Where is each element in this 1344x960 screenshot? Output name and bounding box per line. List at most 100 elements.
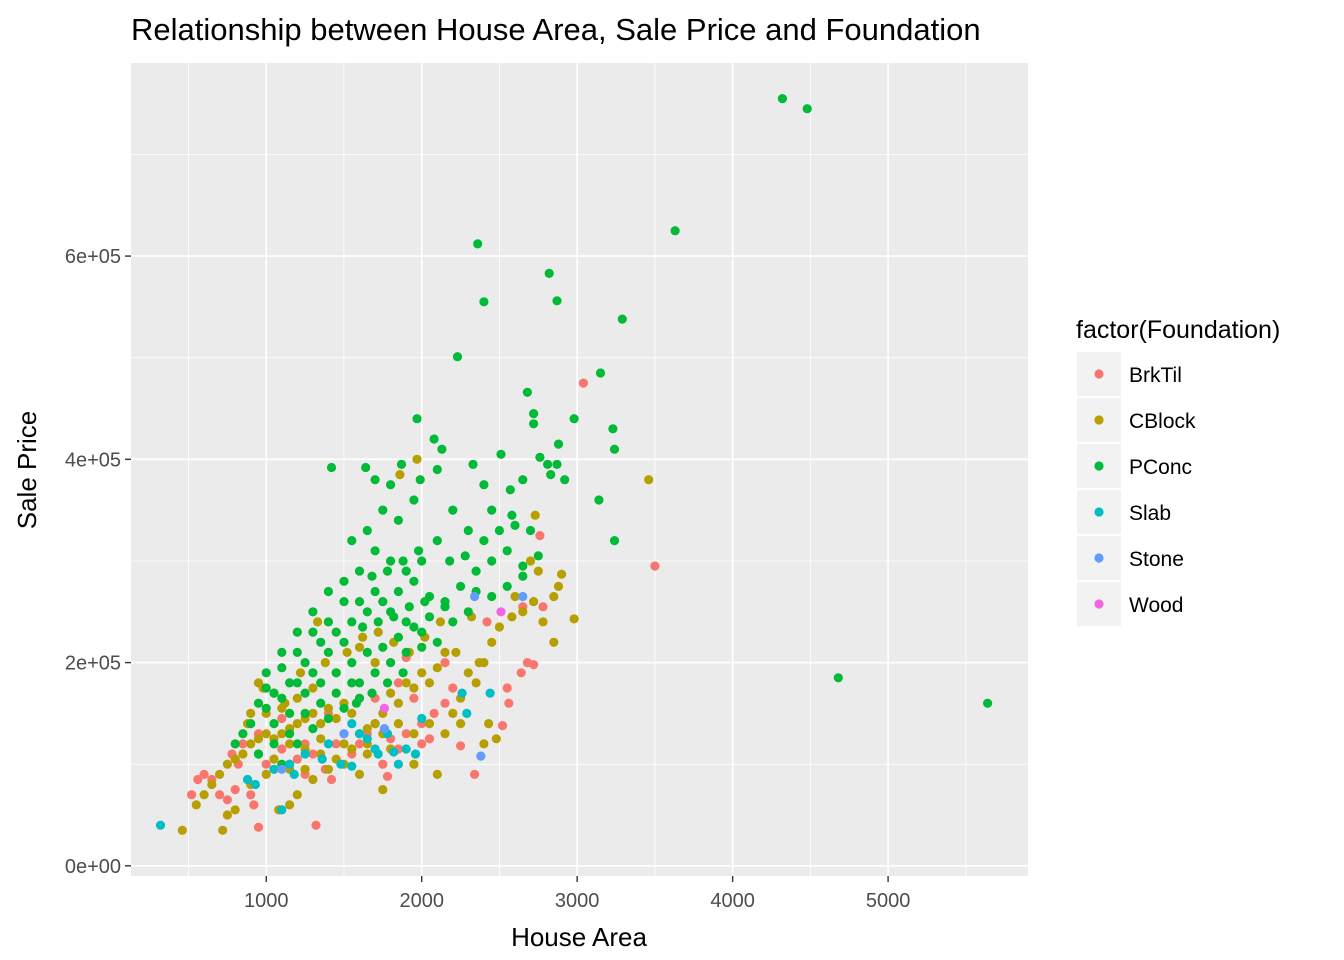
data-point	[285, 678, 295, 688]
data-point	[414, 546, 424, 556]
legend-item-pconc: PConc	[1077, 444, 1192, 488]
data-point	[452, 352, 463, 362]
data-point	[448, 683, 458, 693]
y-tick-label: 4e+05	[65, 449, 121, 471]
y-axis: 0e+00 2e+05 4e+05 6e+05	[65, 246, 131, 878]
data-point	[382, 771, 393, 782]
data-point	[401, 744, 411, 754]
data-point	[300, 688, 310, 698]
data-point	[429, 434, 439, 444]
data-point	[317, 754, 327, 764]
data-point	[417, 713, 427, 724]
data-point	[367, 688, 377, 698]
y-axis-title: Sale Price	[12, 411, 42, 530]
legend-key-swatch	[1094, 553, 1104, 563]
data-point	[479, 480, 489, 490]
data-point	[463, 607, 473, 617]
data-point	[261, 683, 271, 693]
data-point	[292, 719, 302, 729]
data-point	[432, 663, 442, 673]
data-point	[331, 688, 341, 698]
legend-key-swatch	[1094, 461, 1104, 471]
data-point	[230, 739, 240, 749]
data-point	[393, 515, 403, 525]
data-point	[354, 729, 365, 739]
legend-item-slab: Slab	[1077, 490, 1171, 534]
data-point	[578, 378, 589, 388]
data-point	[424, 734, 435, 744]
data-point	[292, 693, 302, 703]
data-point	[424, 678, 435, 688]
data-point	[373, 627, 383, 637]
data-point	[417, 668, 427, 678]
data-point	[398, 668, 408, 678]
data-point	[199, 769, 209, 780]
x-tick-label: 4000	[710, 890, 755, 912]
data-point	[552, 459, 562, 469]
data-point	[308, 774, 318, 785]
data-point	[370, 719, 380, 729]
data-point	[323, 739, 333, 749]
data-point	[347, 719, 357, 729]
series-wood	[379, 607, 506, 713]
data-point	[362, 525, 372, 536]
data-point	[479, 739, 489, 749]
data-point	[482, 617, 492, 627]
data-point	[557, 569, 567, 579]
data-point	[292, 627, 302, 637]
data-point	[485, 688, 495, 698]
legend-label: Wood	[1129, 594, 1183, 617]
data-point	[401, 617, 411, 627]
data-point	[440, 698, 450, 708]
data-point	[191, 800, 201, 810]
data-point	[277, 713, 287, 724]
data-point	[362, 724, 372, 734]
data-point	[222, 810, 232, 820]
data-point	[552, 296, 562, 306]
data-point	[389, 612, 399, 622]
data-point	[285, 729, 295, 739]
data-point	[215, 769, 225, 780]
data-point	[393, 759, 403, 769]
legend-key-swatch	[1094, 507, 1104, 517]
data-point	[409, 759, 419, 769]
data-point	[358, 632, 368, 642]
data-point	[339, 597, 349, 607]
data-point	[530, 510, 540, 520]
major-gridlines	[131, 63, 1028, 876]
data-point	[277, 647, 287, 658]
data-point	[277, 805, 287, 815]
data-point	[295, 668, 306, 678]
data-point	[502, 546, 512, 556]
data-point	[300, 764, 310, 774]
data-point	[316, 719, 326, 729]
data-point	[362, 607, 372, 617]
data-point	[518, 607, 528, 617]
data-point	[504, 698, 514, 708]
data-point	[473, 239, 483, 249]
data-point	[308, 627, 318, 637]
data-point	[535, 452, 545, 462]
data-point	[277, 744, 287, 754]
data-point	[440, 658, 450, 668]
x-axis: 1000 2000 3000 4000 5000	[244, 876, 910, 912]
data-point	[354, 739, 365, 749]
data-point	[379, 703, 389, 713]
data-point	[354, 642, 365, 652]
data-point	[398, 556, 408, 566]
data-point	[650, 561, 660, 571]
data-point	[218, 825, 228, 835]
data-point	[277, 729, 287, 739]
data-point	[367, 571, 377, 581]
data-point	[569, 614, 579, 624]
x-tick-label: 3000	[555, 890, 600, 912]
data-point	[404, 602, 414, 612]
data-point	[323, 764, 333, 774]
data-point	[323, 647, 333, 658]
data-point	[269, 688, 279, 698]
data-point	[386, 688, 396, 698]
data-point	[373, 617, 383, 627]
data-point	[432, 464, 442, 475]
data-point	[525, 556, 536, 566]
